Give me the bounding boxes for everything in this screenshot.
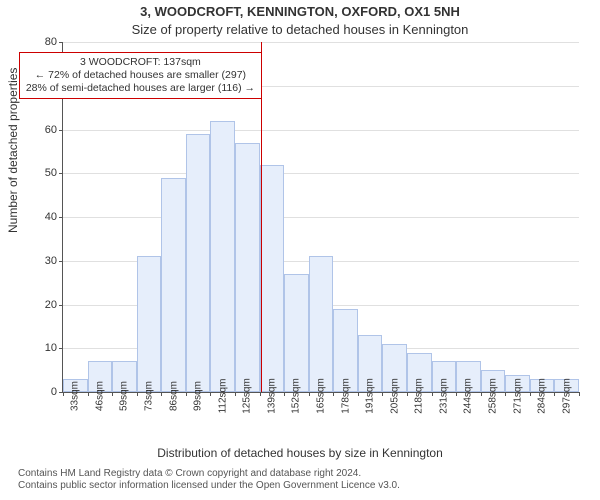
- x-tick-mark: [112, 392, 113, 396]
- x-tick-label: 33sqm: [70, 381, 81, 411]
- x-tick-mark: [333, 392, 334, 396]
- x-tick-mark: [137, 392, 138, 396]
- x-tick-label: 205sqm: [389, 378, 400, 414]
- marker-annotation-line3: 28% of semi-detached houses are larger (…: [26, 82, 255, 95]
- x-tick-mark: [235, 392, 236, 396]
- footer-attribution: Contains HM Land Registry data © Crown c…: [18, 468, 590, 492]
- gridline: [63, 130, 579, 131]
- x-tick-mark: [284, 392, 285, 396]
- x-tick-label: 73sqm: [144, 381, 155, 411]
- gridline: [63, 217, 579, 218]
- x-tick-mark: [505, 392, 506, 396]
- x-tick-label: 218sqm: [414, 378, 425, 414]
- y-tick-label: 20: [45, 299, 57, 311]
- y-tick-label: 0: [51, 386, 57, 398]
- footer-line1: Contains HM Land Registry data © Crown c…: [18, 468, 590, 480]
- x-tick-mark: [407, 392, 408, 396]
- x-tick-mark: [260, 392, 261, 396]
- histogram-bar: [235, 143, 260, 392]
- chart-title-line1: 3, WOODCROFT, KENNINGTON, OXFORD, OX1 5N…: [0, 4, 600, 19]
- histogram-bar: [161, 178, 186, 392]
- x-tick-mark: [186, 392, 187, 396]
- y-tick-mark: [59, 348, 63, 349]
- y-tick-label: 40: [45, 211, 57, 223]
- y-tick-mark: [59, 173, 63, 174]
- x-tick-mark: [309, 392, 310, 396]
- x-tick-mark: [63, 392, 64, 396]
- x-tick-mark: [456, 392, 457, 396]
- x-tick-mark: [432, 392, 433, 396]
- x-tick-label: 99sqm: [193, 381, 204, 411]
- x-tick-label: 165sqm: [316, 378, 327, 414]
- y-tick-mark: [59, 42, 63, 43]
- x-tick-label: 46sqm: [94, 381, 105, 411]
- histogram-bar: [186, 134, 211, 392]
- x-tick-label: 86sqm: [168, 381, 179, 411]
- histogram-bar: [210, 121, 235, 392]
- x-tick-label: 112sqm: [217, 379, 228, 414]
- footer-line2: Contains public sector information licen…: [18, 480, 590, 492]
- x-tick-label: 178sqm: [340, 378, 351, 414]
- y-tick-mark: [59, 130, 63, 131]
- y-tick-mark: [59, 305, 63, 306]
- x-tick-label: 284sqm: [537, 378, 548, 414]
- x-tick-mark: [210, 392, 211, 396]
- gridline: [63, 42, 579, 43]
- y-tick-label: 50: [45, 167, 57, 179]
- plot-area: 0102030405060708033sqm46sqm59sqm73sqm86s…: [62, 42, 579, 393]
- histogram-bar: [309, 256, 334, 392]
- histogram-bar: [137, 256, 162, 392]
- y-tick-mark: [59, 217, 63, 218]
- x-tick-mark: [358, 392, 359, 396]
- y-tick-label: 80: [45, 36, 57, 48]
- y-tick-label: 60: [45, 124, 57, 136]
- x-tick-mark: [481, 392, 482, 396]
- y-tick-label: 10: [45, 342, 57, 354]
- chart-container: 3, WOODCROFT, KENNINGTON, OXFORD, OX1 5N…: [0, 0, 600, 500]
- histogram-bar: [260, 165, 285, 393]
- x-tick-mark: [554, 392, 555, 396]
- x-axis-label: Distribution of detached houses by size …: [0, 446, 600, 460]
- x-tick-label: 152sqm: [291, 378, 302, 414]
- y-tick-label: 30: [45, 255, 57, 267]
- marker-annotation: 3 WOODCROFT: 137sqm← 72% of detached hou…: [19, 52, 262, 99]
- x-tick-mark: [382, 392, 383, 396]
- y-tick-mark: [59, 261, 63, 262]
- chart-title-line2: Size of property relative to detached ho…: [0, 22, 600, 37]
- marker-annotation-line2: ← 72% of detached houses are smaller (29…: [26, 69, 255, 82]
- x-tick-mark: [530, 392, 531, 396]
- x-tick-mark: [161, 392, 162, 396]
- histogram-bar: [284, 274, 309, 392]
- x-tick-label: 271sqm: [512, 378, 523, 414]
- x-tick-label: 125sqm: [242, 378, 253, 414]
- marker-annotation-line1: 3 WOODCROFT: 137sqm: [26, 56, 255, 69]
- gridline: [63, 173, 579, 174]
- x-tick-label: 231sqm: [438, 378, 449, 414]
- x-tick-label: 244sqm: [463, 378, 474, 414]
- x-tick-label: 191sqm: [365, 378, 376, 414]
- x-tick-label: 258sqm: [488, 378, 499, 414]
- x-tick-label: 297sqm: [561, 378, 572, 414]
- x-tick-label: 59sqm: [119, 381, 130, 411]
- x-tick-mark: [88, 392, 89, 396]
- x-tick-label: 139sqm: [266, 378, 277, 414]
- x-tick-mark: [579, 392, 580, 396]
